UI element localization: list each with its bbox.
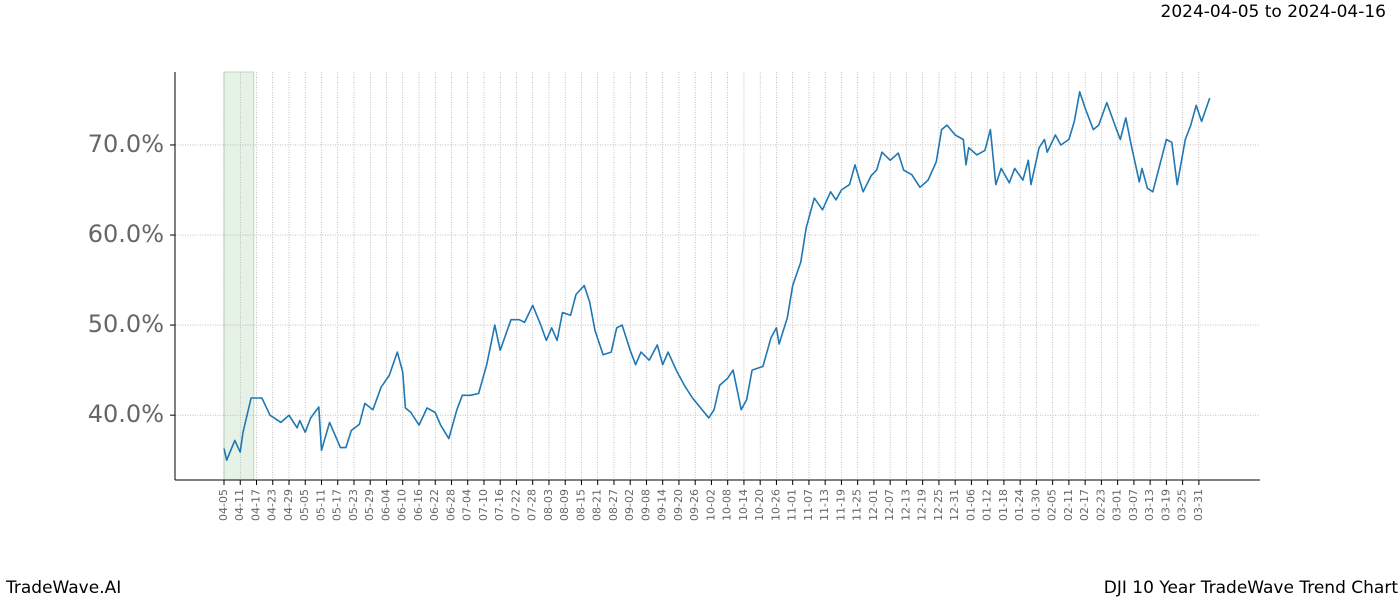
x-tick-label: 03-07 [1127, 489, 1140, 521]
x-tick-label: 03-19 [1159, 489, 1172, 521]
x-tick-label: 10-08 [721, 489, 734, 521]
x-tick-label: 10-02 [704, 489, 717, 521]
x-tick-label: 11-01 [786, 489, 799, 521]
x-tick-label: 04-11 [233, 489, 246, 521]
x-tick-label: 07-28 [526, 489, 539, 521]
x-tick-label: 07-04 [461, 489, 474, 521]
x-tick-label: 12-07 [883, 489, 896, 521]
x-tick-label: 03-31 [1192, 489, 1205, 521]
x-tick-label: 03-25 [1176, 489, 1189, 521]
x-tick-label: 03-13 [1143, 489, 1156, 521]
y-tick-label: 50.0% [88, 310, 164, 338]
x-tick-label: 07-16 [493, 489, 506, 521]
x-tick-label: 07-10 [477, 489, 490, 521]
x-tick-label: 12-01 [867, 489, 880, 521]
y-tick-label: 70.0% [88, 130, 164, 158]
x-tick-label: 05-11 [314, 489, 327, 521]
x-tick-label: 02-23 [1094, 489, 1107, 521]
x-tick-label: 04-23 [266, 489, 279, 521]
x-tick-label: 01-06 [964, 489, 977, 521]
highlight-band [223, 71, 255, 481]
x-tick-label: 10-26 [769, 489, 782, 521]
chart-title: DJI 10 Year TradeWave Trend Chart [1104, 578, 1399, 598]
x-tick-label: 10-20 [753, 489, 766, 521]
x-tick-label: 02-05 [1046, 489, 1059, 521]
x-tick-label: 08-27 [607, 489, 620, 521]
y-tick-label: 60.0% [88, 220, 164, 248]
x-tick-label: 05-17 [331, 489, 344, 521]
x-tick-label: 03-01 [1111, 489, 1124, 521]
x-tick-label: 01-30 [1029, 489, 1042, 521]
background-layer [175, 71, 1260, 481]
x-tick-label: 04-05 [217, 489, 230, 521]
x-tick-label: 02-17 [1078, 489, 1091, 521]
x-tick-label: 01-24 [1013, 489, 1026, 521]
x-tick-label: 06-16 [412, 489, 425, 521]
x-tick-label: 02-11 [1062, 489, 1075, 521]
x-tick-label: 08-21 [591, 489, 604, 521]
x-tick-label: 06-28 [444, 489, 457, 521]
x-tick-label: 12-31 [948, 489, 961, 521]
x-tick-label: 10-14 [737, 489, 750, 521]
y-tick-label: 40.0% [88, 400, 164, 428]
x-tick-label: 11-19 [834, 489, 847, 521]
x-tick-label: 05-05 [298, 489, 311, 521]
x-tick-label: 06-10 [396, 489, 409, 521]
trend-line [223, 91, 1211, 461]
x-tick-label: 08-03 [542, 489, 555, 521]
x-tick-label: 12-13 [899, 489, 912, 521]
x-tick-label: 01-18 [997, 489, 1010, 521]
x-tick-label: 12-19 [916, 489, 929, 521]
x-tick-label: 04-17 [249, 489, 262, 521]
x-tick-label: 05-23 [347, 489, 360, 521]
x-tick-label: 06-22 [428, 489, 441, 521]
x-tick-label: 09-20 [672, 489, 685, 521]
x-tick-label: 08-09 [558, 489, 571, 521]
x-tick-label: 06-04 [379, 489, 392, 521]
x-tick-label: 09-14 [656, 489, 669, 521]
x-tick-label: 11-07 [802, 489, 815, 521]
brand: TradeWave.AI [5, 578, 121, 598]
x-tick-label: 09-02 [623, 489, 636, 521]
x-tick-label: 04-29 [282, 489, 295, 521]
x-tick-label: 11-25 [851, 489, 864, 521]
x-tick-label: 01-12 [981, 489, 994, 521]
x-tick-label: 12-25 [932, 489, 945, 521]
date-range: 2024-04-05 to 2024-04-16 [1161, 2, 1386, 22]
x-tick-label: 07-22 [509, 489, 522, 521]
x-tick-label: 09-26 [688, 489, 701, 521]
x-tick-label: 05-29 [363, 489, 376, 521]
x-tick-label: 08-15 [574, 489, 587, 521]
x-tick-label: 11-13 [818, 489, 831, 521]
x-tick-label: 09-08 [639, 489, 652, 521]
